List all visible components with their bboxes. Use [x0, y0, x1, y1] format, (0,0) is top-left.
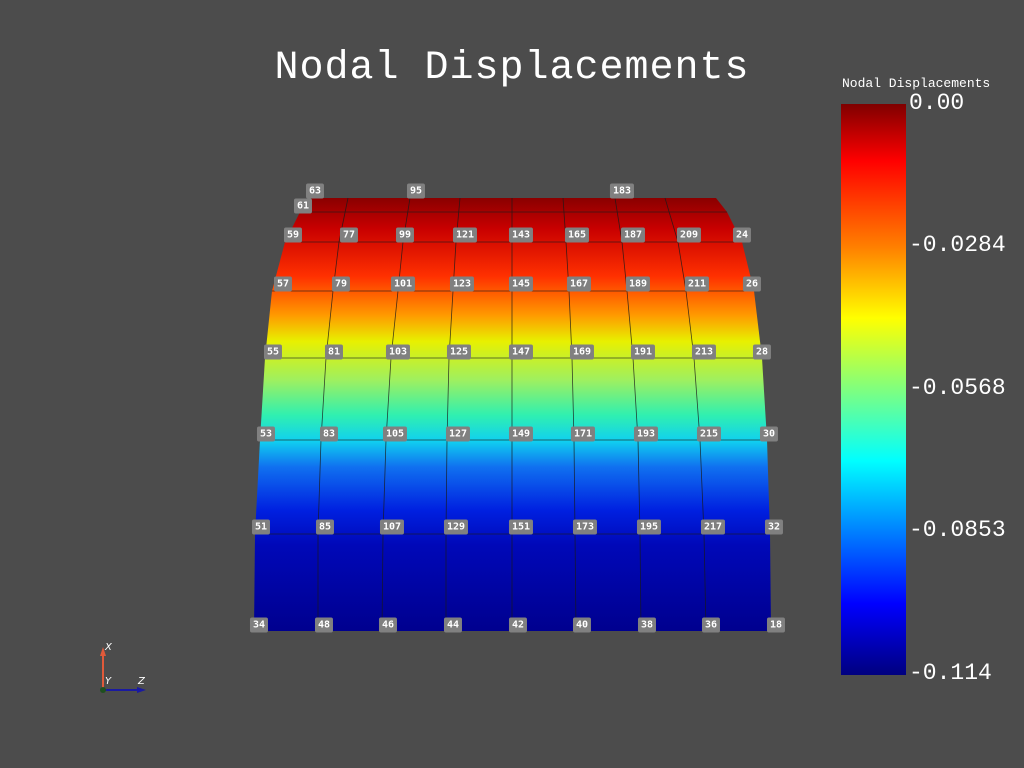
colorbar-tick-label: 0.00 [909, 90, 965, 116]
node-label: 79 [331, 276, 351, 292]
node-label: 129 [443, 519, 469, 535]
node-label: 143 [508, 227, 534, 243]
node-label: 127 [445, 426, 471, 442]
plot-title: Nodal Displacements [274, 46, 750, 91]
mesh-fill [254, 198, 771, 631]
node-label: 195 [636, 519, 662, 535]
node-label: 42 [508, 617, 528, 633]
node-label: 173 [572, 519, 598, 535]
node-label: 215 [696, 426, 722, 442]
node-label: 99 [395, 227, 415, 243]
node-label: 26 [742, 276, 762, 292]
node-label: 32 [764, 519, 784, 535]
y-axis-label: Y [105, 676, 112, 687]
node-label: 171 [570, 426, 596, 442]
node-label: 187 [620, 227, 646, 243]
node-label: 51 [251, 519, 271, 535]
node-label: 18 [766, 617, 786, 633]
colorbar-tick-label: -0.114 [909, 660, 992, 686]
node-label: 193 [633, 426, 659, 442]
node-label: 63 [305, 183, 325, 199]
node-label: 167 [566, 276, 592, 292]
z-axis-arrowhead [137, 687, 146, 693]
node-label: 217 [700, 519, 726, 535]
node-label: 165 [564, 227, 590, 243]
colorbar-tick-label: -0.0568 [909, 375, 1006, 401]
node-label: 83 [319, 426, 339, 442]
node-label: 101 [390, 276, 416, 292]
node-label: 209 [676, 227, 702, 243]
node-label: 121 [452, 227, 478, 243]
colorbar-tick-label: -0.0853 [909, 517, 1006, 543]
orientation-axes [100, 647, 146, 693]
node-label: 183 [609, 183, 635, 199]
colorbar-tick-label: -0.0284 [909, 232, 1006, 258]
node-label: 77 [339, 227, 359, 243]
node-label: 107 [379, 519, 405, 535]
node-label: 105 [382, 426, 408, 442]
x-axis-label: X [105, 642, 112, 653]
z-axis-label: Z [138, 676, 145, 687]
node-label: 48 [314, 617, 334, 633]
node-label: 151 [508, 519, 534, 535]
node-label: 147 [508, 344, 534, 360]
node-label: 125 [446, 344, 472, 360]
node-label: 85 [315, 519, 335, 535]
node-label: 30 [759, 426, 779, 442]
node-label: 28 [752, 344, 772, 360]
node-label: 36 [701, 617, 721, 633]
node-label: 57 [273, 276, 293, 292]
mesh-surface [254, 197, 771, 632]
node-label: 189 [625, 276, 651, 292]
node-label: 169 [569, 344, 595, 360]
node-label: 145 [508, 276, 534, 292]
y-axis-dot [100, 687, 106, 693]
node-label: 46 [378, 617, 398, 633]
node-label: 38 [637, 617, 657, 633]
node-label: 34 [249, 617, 269, 633]
colorbar-title: Nodal Displacements [842, 76, 991, 91]
node-label: 61 [293, 198, 313, 214]
x-axis-arrowhead [100, 647, 106, 656]
node-label: 123 [449, 276, 475, 292]
node-label: 95 [406, 183, 426, 199]
node-label: 53 [256, 426, 276, 442]
node-label: 211 [684, 276, 710, 292]
node-label: 213 [691, 344, 717, 360]
node-label: 44 [443, 617, 463, 633]
node-label: 59 [283, 227, 303, 243]
node-label: 81 [324, 344, 344, 360]
node-label: 103 [385, 344, 411, 360]
node-label: 149 [508, 426, 534, 442]
node-label: 40 [572, 617, 592, 633]
node-label: 55 [263, 344, 283, 360]
node-label: 24 [732, 227, 752, 243]
colorbar-gradient [841, 104, 906, 675]
node-label: 191 [630, 344, 656, 360]
